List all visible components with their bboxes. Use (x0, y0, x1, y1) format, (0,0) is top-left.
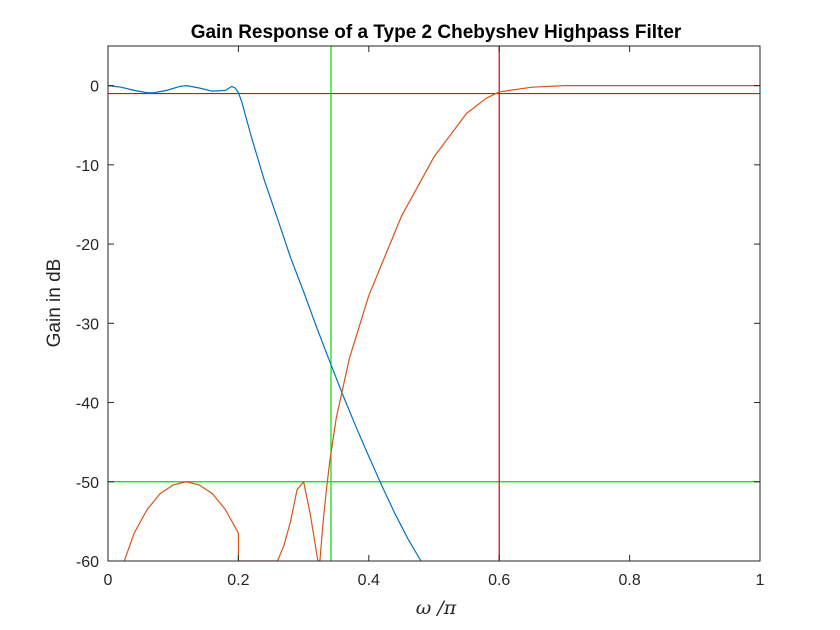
x-axis-label: ω /π (416, 597, 457, 619)
y-tick-label: -50 (76, 475, 99, 492)
chart-title: Gain Response of a Type 2 Chebyshev High… (191, 22, 682, 43)
series-line-2 (123, 85, 760, 561)
axes-layer: 0 0.2 0.4 0.6 0.8 1 0 -10 -20 -30 -40 -50 -60 (76, 45, 765, 589)
x-tick-label: 0 (104, 572, 113, 589)
x-tick-label: 0.6 (488, 572, 510, 589)
y-tick-label: -60 (76, 554, 99, 571)
x-tick-label: 0.8 (618, 572, 640, 589)
plot-layer (108, 46, 760, 561)
y-tick-label: 0 (90, 79, 99, 96)
x-tick-label: 0.4 (358, 572, 380, 589)
x-tick-label: 0.2 (227, 572, 249, 589)
axes-frame (107, 45, 761, 562)
y-axis-label: Gain in dB (44, 259, 65, 348)
y-tick-label: -30 (76, 316, 99, 333)
y-tick-label: -20 (76, 237, 99, 254)
y-tick-label: -10 (76, 158, 99, 175)
series-line-1 (108, 85, 422, 561)
x-tick-label: 1 (756, 572, 765, 589)
y-tick-label: -40 (76, 396, 99, 413)
